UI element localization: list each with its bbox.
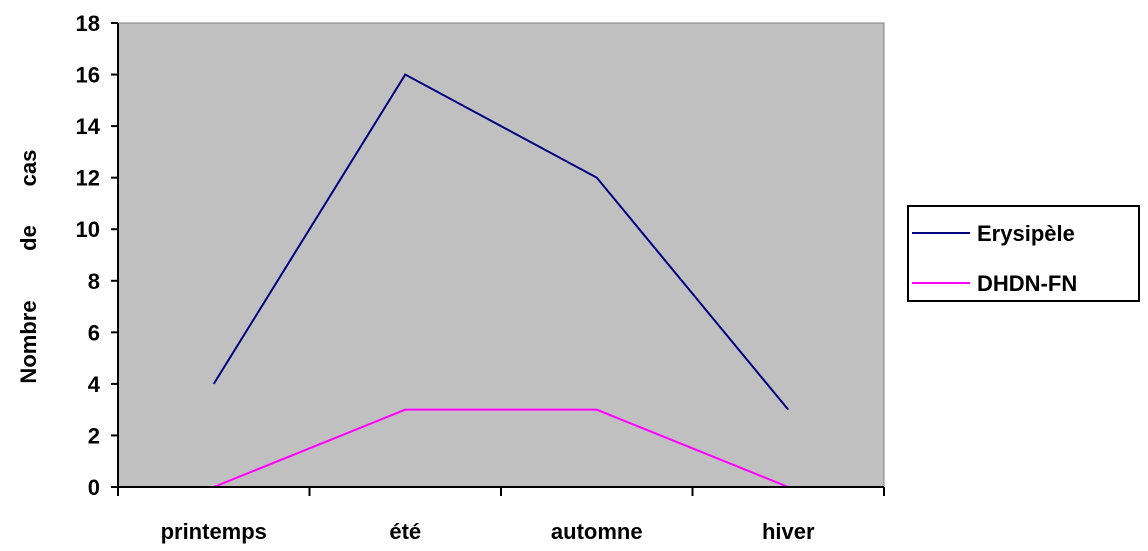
legend-label-dhdn-fn: DHDN-FN	[977, 271, 1077, 296]
legend-box	[907, 205, 1140, 302]
x-tick-label-3: hiver	[762, 519, 815, 544]
y-tick-label-10: 10	[76, 217, 100, 242]
y-axis-title-word-2: de	[16, 225, 41, 251]
series-line-1	[213, 408, 789, 488]
x-axis-ticks: printemps été automne hiver	[117, 487, 885, 544]
y-tick-label-16: 16	[76, 63, 100, 88]
y-axis-ticks: 0 2 4 6 8 10 12 14 16 18	[76, 11, 118, 500]
plot-area	[117, 22, 885, 488]
legend: Erysipèle DHDN-FN	[907, 205, 1140, 302]
y-tick-label-2: 2	[88, 423, 100, 448]
series-layer	[212, 73, 790, 488]
series-line-0	[212, 73, 790, 411]
y-tick-label-4: 4	[88, 372, 101, 397]
y-tick-label-8: 8	[88, 269, 100, 294]
x-tick-label-0: printemps	[161, 519, 267, 544]
x-tick-label-2: automne	[551, 519, 643, 544]
y-axis-title: Nombre de cas	[16, 150, 41, 384]
y-tick-label-18: 18	[76, 11, 100, 36]
y-tick-label-14: 14	[76, 114, 101, 139]
y-tick-label-0: 0	[88, 475, 100, 500]
y-tick-label-12: 12	[76, 166, 100, 191]
y-axis-title-word-1: Nombre	[16, 300, 41, 383]
y-tick-label-6: 6	[88, 320, 100, 345]
x-tick-label-1: été	[389, 519, 421, 544]
legend-label-erysipele: Erysipèle	[977, 221, 1075, 246]
y-axis-title-word-3: cas	[16, 150, 41, 187]
